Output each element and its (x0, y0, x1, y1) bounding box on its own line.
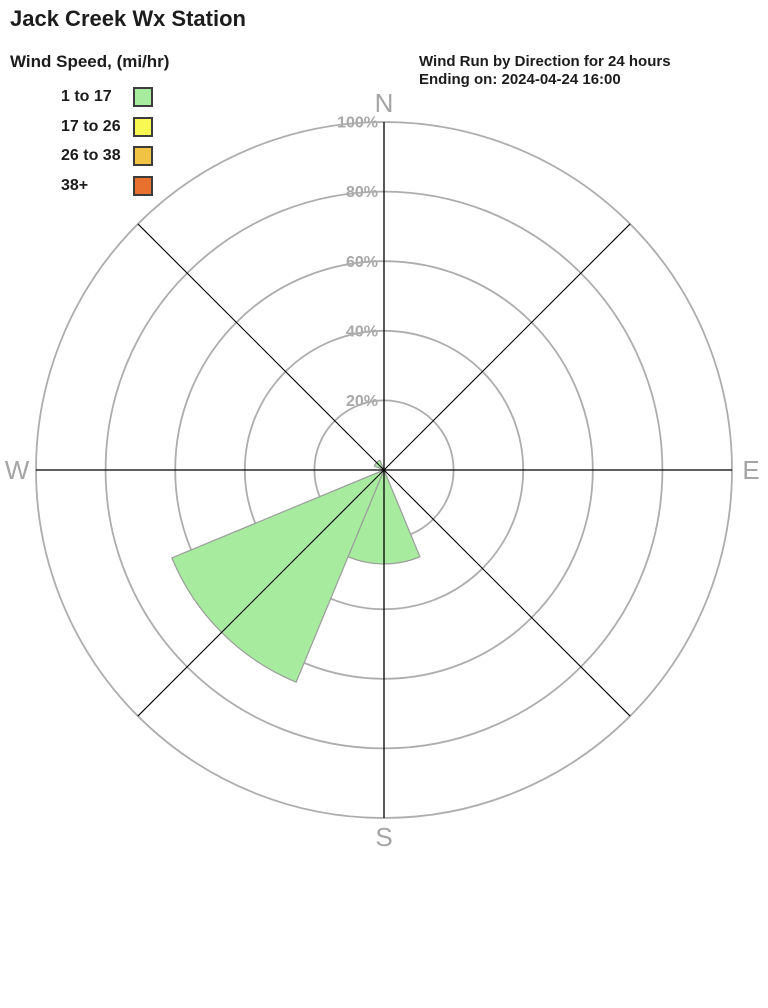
legend-item-label: 1 to 17 (61, 88, 112, 105)
legend-item-label: 26 to 38 (61, 147, 121, 164)
legend-item: 38+ (61, 175, 153, 196)
compass-label-n: N (375, 88, 394, 118)
legend-swatch (133, 87, 153, 107)
legend-item-label: 17 to 26 (61, 117, 121, 135)
legend-swatch (133, 116, 153, 137)
legend-items: 1 to 17 17 to 26 26 to 38 38+ (61, 87, 153, 205)
chart-header: Wind Run by Direction for 24 hours Endin… (419, 53, 671, 88)
legend-swatch (133, 146, 153, 166)
chart-header-line1: Wind Run by Direction for 24 hours (419, 53, 671, 70)
legend-item: 26 to 38 (61, 146, 153, 166)
legend-item-label: 38+ (61, 176, 89, 194)
legend-item: 17 to 26 (61, 116, 153, 137)
legend-swatch (133, 175, 153, 196)
ring-label: 20% (346, 393, 378, 410)
page-title: Jack Creek Wx Station (10, 6, 246, 31)
legend-item: 1 to 17 (61, 87, 153, 107)
compass-label-s: S (375, 822, 392, 852)
compass-label-w: W (5, 455, 30, 485)
legend-title: Wind Speed, (mi/hr) (10, 52, 170, 71)
compass-label-e: E (742, 455, 759, 485)
chart-header-line2: Ending on: 2024-04-24 16:00 (419, 70, 621, 88)
